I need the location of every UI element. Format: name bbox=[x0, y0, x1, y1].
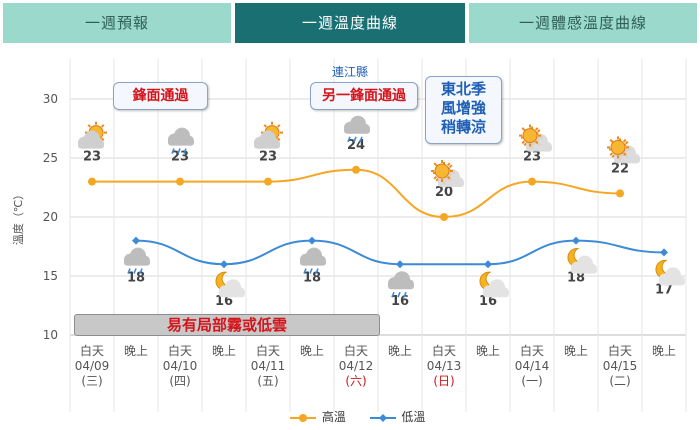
x-date-label: 04/14 bbox=[515, 359, 550, 373]
x-weekday-label: (二) bbox=[609, 374, 630, 388]
sun-icon bbox=[519, 124, 552, 152]
y-tick-label: 30 bbox=[43, 92, 58, 106]
x-period-label: 晚上 bbox=[300, 344, 324, 358]
partly-cloudy-sun-icon bbox=[78, 121, 107, 149]
cloudy-rain-icon bbox=[168, 127, 194, 154]
low-temp-point bbox=[660, 248, 668, 257]
x-period-label: 晚上 bbox=[652, 344, 676, 358]
low-temp-label: 18 bbox=[303, 271, 321, 286]
moon-icon bbox=[215, 271, 245, 298]
high-temp-point bbox=[440, 213, 448, 221]
x-weekday-label: (五) bbox=[257, 374, 278, 388]
x-weekday-label: (日) bbox=[433, 374, 454, 388]
low-temp-label: 16 bbox=[215, 294, 233, 309]
tab-bar: 一週預報 一週溫度曲線 一週體感溫度曲線 bbox=[0, 0, 700, 44]
sun-icon bbox=[431, 160, 464, 187]
x-weekday-label: (三) bbox=[81, 374, 102, 388]
low-temp-point bbox=[484, 260, 492, 269]
low-temp-label: 18 bbox=[567, 271, 585, 286]
x-period-label: 晚上 bbox=[388, 344, 412, 358]
chart-legend: 高溫 低溫 bbox=[288, 408, 425, 425]
x-weekday-label: (六) bbox=[345, 374, 366, 388]
low-temp-point bbox=[132, 236, 140, 245]
high-temp-point bbox=[88, 177, 96, 186]
x-period-label: 白天 bbox=[168, 343, 192, 358]
x-period-label: 晚上 bbox=[564, 344, 588, 358]
tab-week-apparent-temperature-curve[interactable]: 一週體感溫度曲線 bbox=[469, 3, 697, 43]
x-period-label: 晚上 bbox=[212, 344, 236, 358]
low-temp-point bbox=[308, 236, 316, 245]
x-date-label: 04/11 bbox=[251, 359, 286, 373]
high-temp-point bbox=[264, 177, 272, 186]
low-temp-point bbox=[220, 260, 228, 269]
x-period-label: 白天 bbox=[344, 343, 368, 358]
y-axis-label: 溫度（℃） bbox=[11, 189, 25, 245]
y-tick-label: 25 bbox=[43, 151, 58, 165]
low-temp-label: 18 bbox=[127, 271, 145, 286]
cloudy-rain-icon bbox=[388, 271, 414, 298]
high-temp-label: 20 bbox=[435, 185, 453, 200]
series-line-high bbox=[92, 168, 621, 219]
fog-warning-banner: 易有局部霧或低雲 bbox=[74, 314, 380, 336]
high-temp-label: 23 bbox=[259, 150, 277, 165]
x-date-label: 04/12 bbox=[339, 359, 374, 373]
low-temp-point bbox=[572, 236, 580, 245]
x-period-label: 晚上 bbox=[124, 344, 148, 358]
tab-week-forecast[interactable]: 一週預報 bbox=[3, 3, 231, 43]
x-date-label: 04/09 bbox=[75, 359, 110, 373]
x-date-label: 04/13 bbox=[427, 359, 462, 373]
high-temp-label: 22 bbox=[611, 161, 629, 176]
moon-icon bbox=[655, 259, 685, 286]
high-temp-label: 23 bbox=[171, 150, 189, 165]
legend-high-label: 高溫 bbox=[321, 410, 346, 424]
high-temp-point bbox=[352, 165, 360, 174]
cloudy-rain-icon bbox=[300, 247, 326, 274]
legend-low-marker bbox=[369, 413, 396, 422]
x-weekday-label: (四) bbox=[169, 374, 190, 388]
low-temp-point bbox=[396, 260, 404, 269]
sun-icon bbox=[607, 136, 640, 164]
low-temp-label: 16 bbox=[391, 294, 409, 309]
x-period-label: 白天 bbox=[432, 343, 456, 358]
callout-northeast-monsoon: 東北季 風增強 稍轉涼 bbox=[425, 76, 502, 144]
high-temp-point bbox=[528, 177, 536, 186]
callout-front-passing: 鋒面通過 bbox=[113, 82, 208, 110]
x-period-label: 白天 bbox=[608, 343, 632, 358]
x-date-label: 04/10 bbox=[163, 359, 198, 373]
y-tick-label: 20 bbox=[43, 210, 58, 224]
y-tick-label: 10 bbox=[43, 328, 58, 342]
y-tick-label: 15 bbox=[43, 269, 58, 283]
callout-another-front-passing: 另一鋒面通過 bbox=[310, 82, 418, 110]
low-temp-label: 16 bbox=[479, 294, 497, 309]
moon-icon bbox=[567, 248, 597, 274]
high-temp-label: 23 bbox=[523, 150, 541, 165]
x-date-label: 04/15 bbox=[603, 359, 638, 373]
high-temp-label: 24 bbox=[347, 138, 365, 153]
x-period-label: 晚上 bbox=[476, 344, 500, 358]
high-temp-label: 23 bbox=[83, 150, 101, 165]
legend-low-label: 低溫 bbox=[401, 410, 426, 424]
cloudy-rain-icon bbox=[124, 247, 150, 274]
x-weekday-label: (一) bbox=[521, 374, 542, 388]
moon-icon bbox=[479, 271, 509, 298]
legend-high-marker bbox=[290, 413, 316, 422]
high-temp-point bbox=[176, 177, 184, 186]
tab-week-temperature-curve[interactable]: 一週溫度曲線 bbox=[235, 3, 465, 43]
low-temp-label: 17 bbox=[655, 282, 673, 297]
high-temp-point bbox=[616, 189, 624, 198]
x-period-label: 白天 bbox=[80, 343, 104, 358]
x-period-label: 白天 bbox=[520, 343, 544, 358]
x-period-label: 白天 bbox=[256, 343, 280, 358]
cloudy-rain-icon bbox=[344, 115, 370, 143]
callout-region-label: 連江縣 bbox=[331, 65, 368, 79]
partly-cloudy-sun-icon bbox=[254, 121, 283, 149]
